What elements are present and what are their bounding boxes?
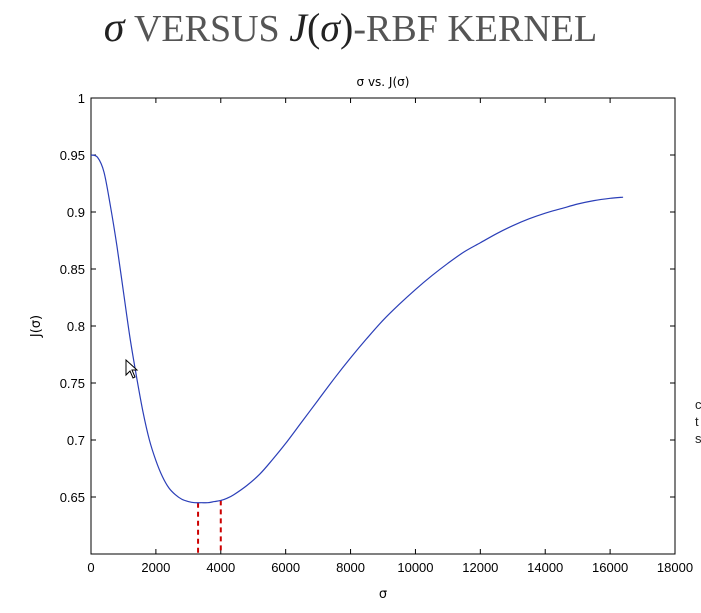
x-axis-ticks: 0 2000 4000 6000 8000 10000 12000 14000 16000 180…: [87, 98, 693, 575]
title-open-paren: (: [306, 5, 321, 50]
title-versus-text: VERSUS: [124, 8, 290, 50]
y-tick-label: 0.75: [60, 376, 85, 391]
y-tick-label: 1: [78, 91, 85, 106]
x-axis-label: σ: [379, 587, 387, 602]
y-tick-label: 0.8: [67, 319, 85, 334]
y-tick-label: 0.65: [60, 490, 85, 505]
x-tick-label: 4000: [206, 560, 235, 575]
x-tick-label: 18000: [657, 560, 693, 575]
x-tick-label: 2000: [141, 560, 170, 575]
y-tick-label: 0.9: [67, 205, 85, 220]
y-tick-label: 0.7: [67, 433, 85, 448]
title-close-paren: ): [340, 5, 354, 50]
y-axis-ticks: 0.65 0.7 0.75 0.8 0.85 0.9 0.95 1: [60, 91, 675, 505]
x-tick-label: 8000: [336, 560, 365, 575]
y-axis-label: J(σ): [29, 315, 44, 338]
x-tick-label: 6000: [271, 560, 300, 575]
slide-title: σ VERSUS J(σ)-RBF KERNEL: [0, 4, 701, 60]
edge-text-fragment: s: [695, 431, 701, 446]
y-tick-label: 0.95: [60, 148, 85, 163]
x-tick-label: 0: [87, 560, 94, 575]
x-tick-label: 16000: [592, 560, 628, 575]
mouse-cursor-icon: [125, 358, 139, 379]
chart-title: σ vs. J(σ): [357, 75, 410, 89]
x-tick-label: 14000: [527, 560, 563, 575]
x-tick-label: 10000: [397, 560, 433, 575]
plot-frame: [90, 97, 676, 555]
series-line: [90, 154, 624, 504]
x-tick-label: 12000: [462, 560, 498, 575]
title-sigma-symbol: σ: [103, 5, 125, 51]
edge-text-fragment: c: [695, 397, 701, 412]
title-argument-symbol: σ: [320, 5, 341, 50]
title-function-symbol: J: [289, 5, 307, 50]
edge-text-fragment: t: [695, 414, 699, 429]
y-tick-label: 0.85: [60, 262, 85, 277]
title-rbf-kernel-text: -RBF KERNEL: [353, 8, 598, 50]
